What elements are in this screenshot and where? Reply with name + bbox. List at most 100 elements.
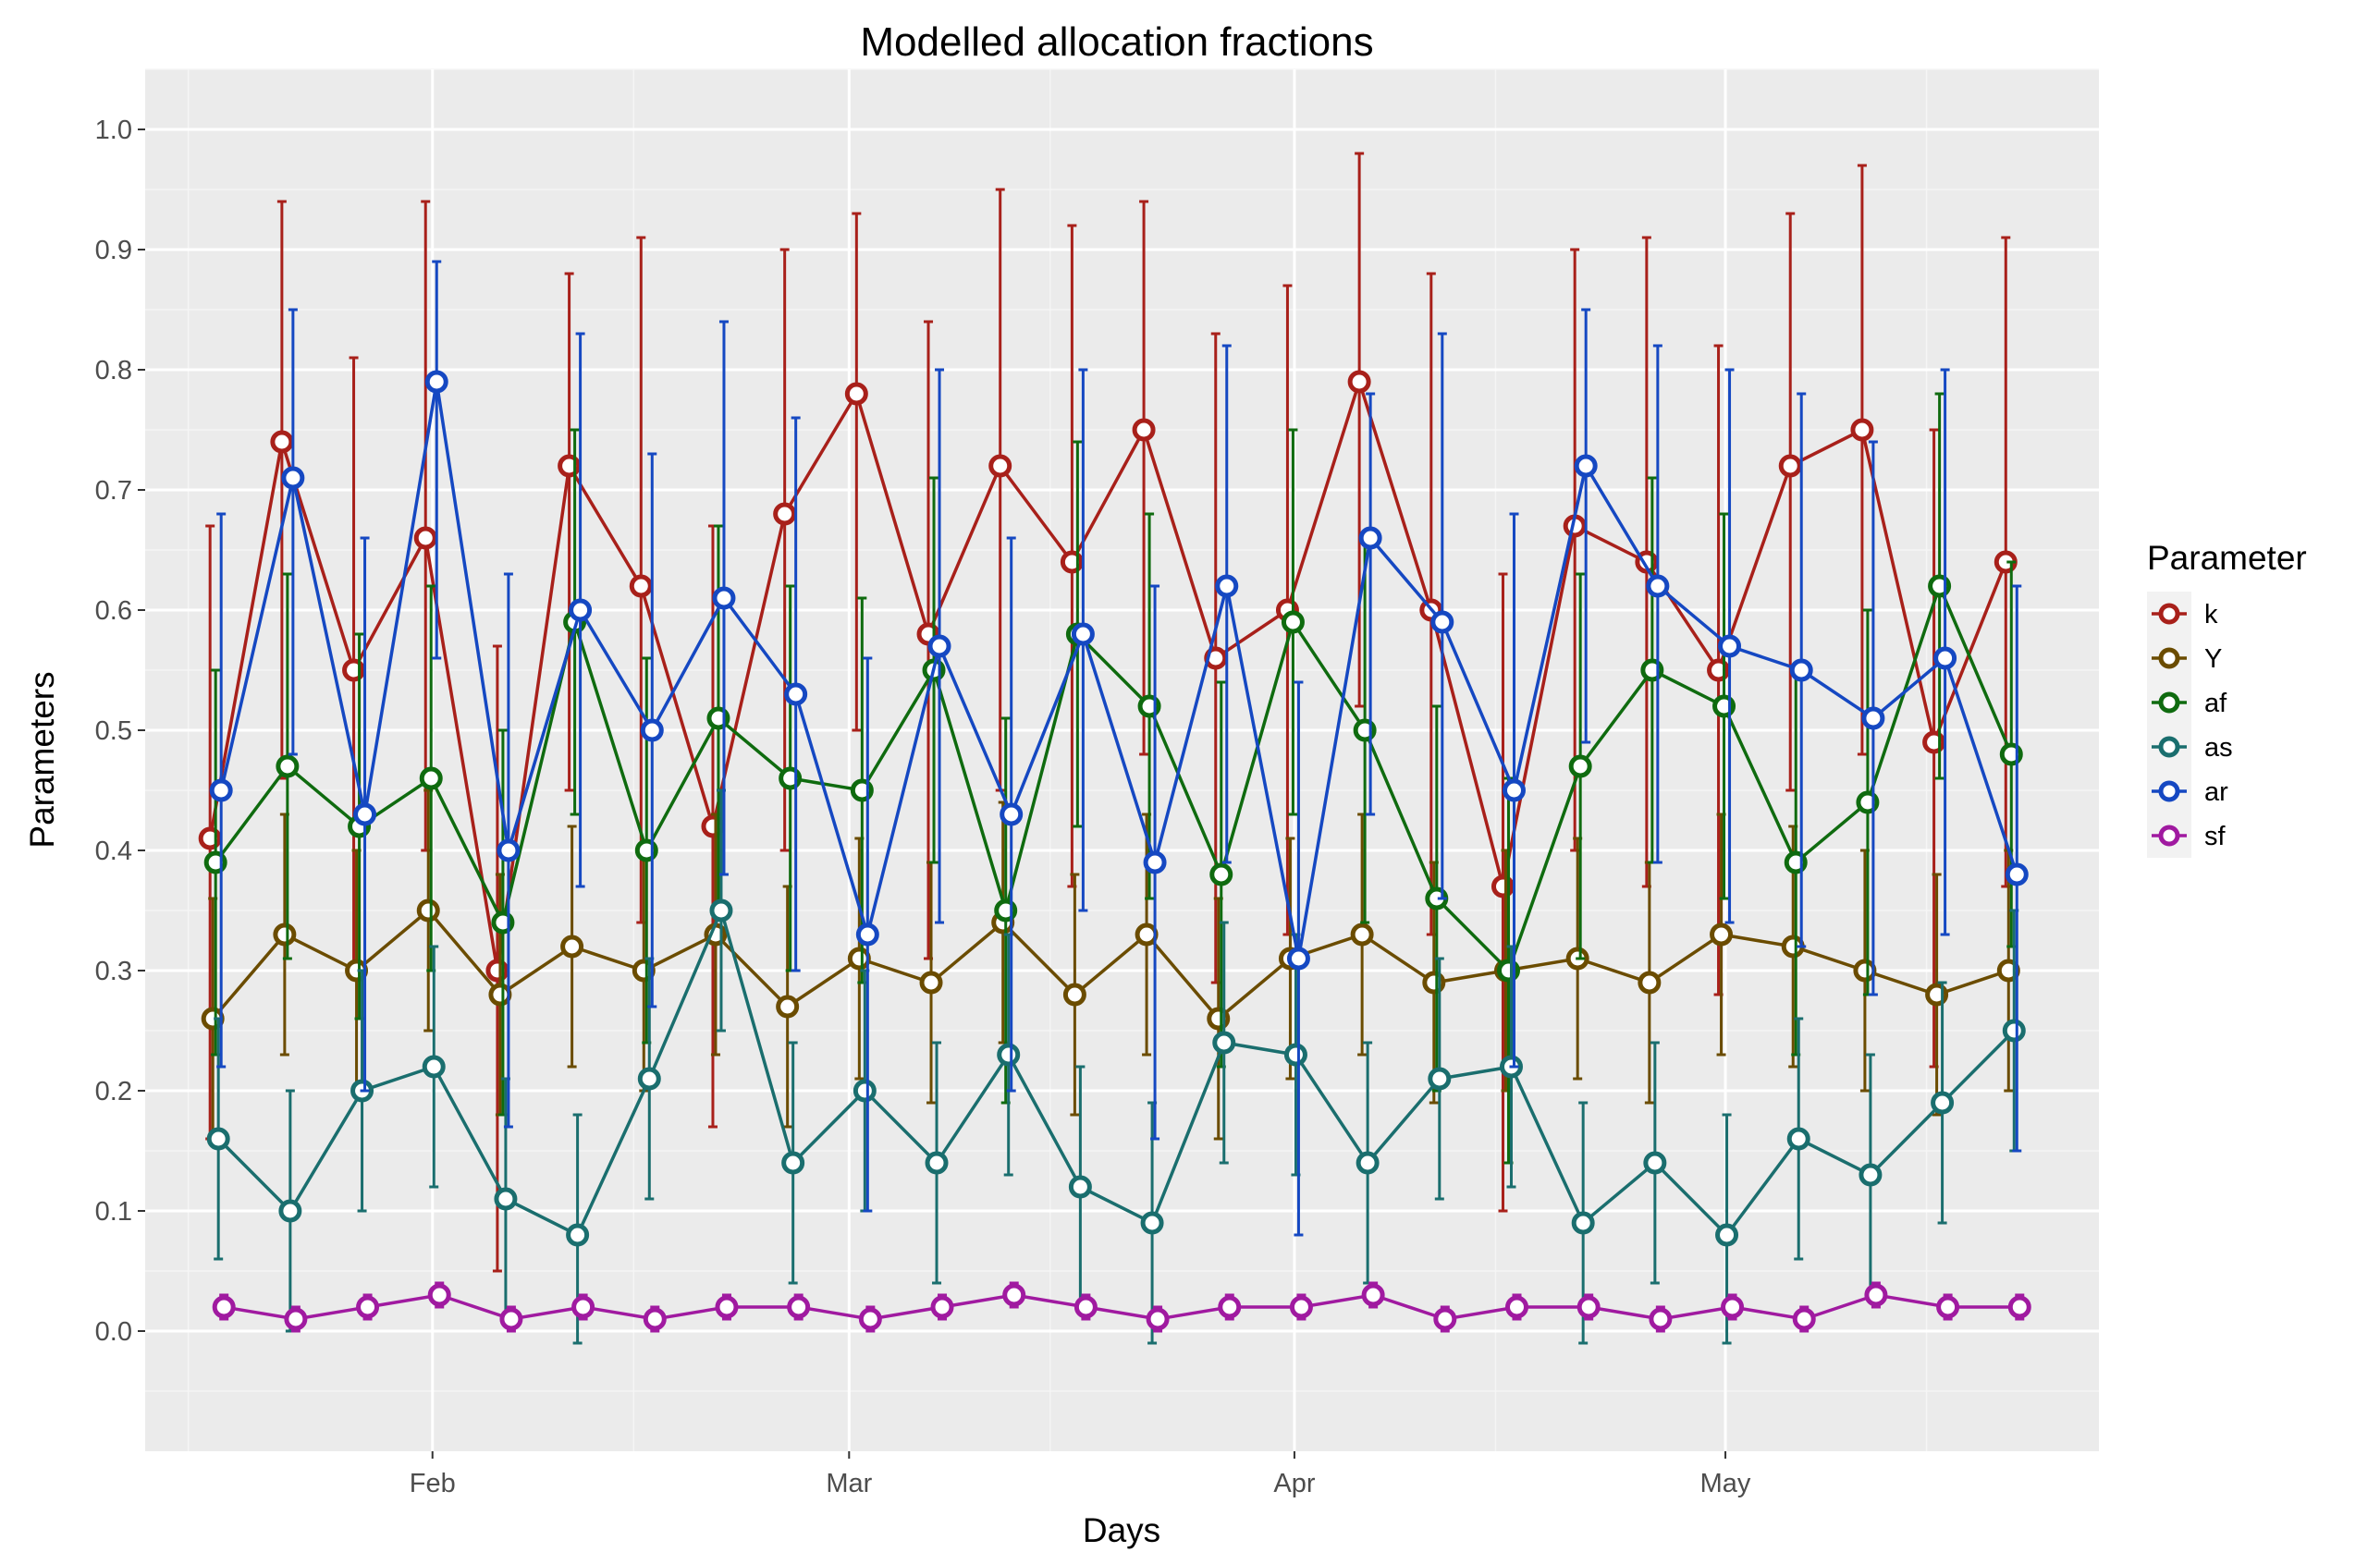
data-point (566, 1223, 590, 1247)
data-point (1850, 418, 1874, 442)
data-point (206, 1127, 230, 1151)
data-point (1146, 1307, 1170, 1331)
data-point (1571, 1211, 1595, 1235)
data-point (273, 923, 297, 947)
legend-title: Parameter (2147, 539, 2307, 577)
data-point (988, 454, 1012, 478)
data-point (353, 802, 377, 826)
data-point (1568, 754, 1592, 778)
data-point (494, 1187, 518, 1211)
data-point (1215, 574, 1239, 598)
y-axis: 0.0 0.1 0.2 0.3 0.4 0.5 0.6 0.7 0.8 0.9 1.0 (95, 116, 145, 1347)
data-point (422, 1055, 446, 1079)
data-point (1002, 1283, 1026, 1307)
data-point (1721, 1295, 1745, 1319)
data-point (1786, 1127, 1810, 1151)
data-point (1286, 947, 1310, 971)
data-point (1646, 574, 1670, 598)
data-point (2007, 1295, 2031, 1319)
legend-key-point (2158, 736, 2180, 758)
data-point (1853, 959, 1877, 983)
legend-label: ar (2204, 777, 2228, 807)
data-point (629, 574, 653, 598)
y-tick-label: 0.4 (95, 837, 132, 866)
data-point (847, 947, 871, 971)
data-point (1283, 1043, 1307, 1067)
data-point (787, 1295, 811, 1319)
legend-item-ar: ar (2147, 769, 2228, 813)
legend-item-k: k (2147, 592, 2218, 636)
data-point (643, 1307, 667, 1331)
y-tick-label: 0.8 (95, 356, 132, 385)
data-point (1356, 1151, 1380, 1175)
legend-label: Y (2204, 644, 2222, 674)
data-point (844, 382, 868, 406)
data-point (853, 1079, 877, 1103)
legend-key-point (2158, 691, 2180, 714)
x-tick-label: Apr (1273, 1469, 1315, 1498)
legend-label: af (2204, 689, 2227, 718)
grid-minor (145, 68, 2099, 1451)
data-point (1789, 658, 1813, 682)
data-point (1073, 1295, 1098, 1319)
data-point (712, 586, 736, 610)
data-point (281, 466, 305, 490)
x-axis-title: Days (1083, 1511, 1160, 1549)
data-point (709, 898, 733, 923)
y-tick-label: 0.6 (95, 596, 132, 626)
data-point (927, 634, 951, 658)
y-tick-label: 0.1 (95, 1197, 132, 1227)
series-line (219, 381, 2018, 959)
legend-key-point (2158, 603, 2180, 625)
y-tick-label: 1.0 (95, 116, 132, 145)
legend-key-point (2158, 780, 2180, 802)
series-sf (212, 1281, 2031, 1333)
data-point (419, 766, 443, 790)
series-line (223, 1293, 2020, 1321)
chart-title: Modelled allocation fractions (860, 19, 1373, 65)
data-point (1289, 1295, 1313, 1319)
data-point (1433, 1307, 1457, 1331)
x-tick-label: Feb (410, 1469, 456, 1498)
legend-item-Y: Y (2147, 636, 2222, 680)
y-tick-label: 0.3 (95, 957, 132, 986)
data-point (919, 971, 943, 995)
x-tick-label: Mar (826, 1469, 872, 1498)
y-tick-label: 0.2 (95, 1077, 132, 1106)
legend-item-sf: sf (2147, 813, 2227, 858)
legend-label: as (2204, 733, 2233, 763)
data-point (1574, 454, 1598, 478)
legend-item-af: af (2147, 680, 2227, 725)
data-point (1576, 1295, 1601, 1319)
data-point (1933, 646, 1957, 670)
y-tick-label: 0.7 (95, 476, 132, 506)
data-point (497, 838, 521, 862)
data-point (278, 1199, 302, 1223)
data-point (784, 682, 808, 706)
data-point (1718, 634, 1742, 658)
data-point (858, 1307, 882, 1331)
series-Y (201, 788, 2020, 1141)
data-point (1062, 983, 1086, 1007)
data-point (1209, 862, 1233, 886)
data-point (2005, 862, 2029, 886)
data-point (560, 935, 584, 959)
data-point (1861, 706, 1885, 730)
data-point (1778, 454, 1802, 478)
data-point (997, 1043, 1021, 1067)
data-point (1071, 622, 1095, 646)
data-point (1502, 778, 1526, 802)
data-point (499, 1307, 523, 1331)
data-point (1068, 1175, 1092, 1199)
data-point (1212, 1031, 1236, 1055)
data-point (1936, 1295, 1960, 1319)
data-point (1347, 370, 1371, 394)
y-tick-label: 0.9 (95, 236, 132, 265)
data-point (1135, 923, 1159, 947)
data-point (781, 1151, 805, 1175)
data-point (930, 1295, 954, 1319)
data-point (1428, 1067, 1452, 1091)
legend-key-point (2158, 825, 2180, 847)
